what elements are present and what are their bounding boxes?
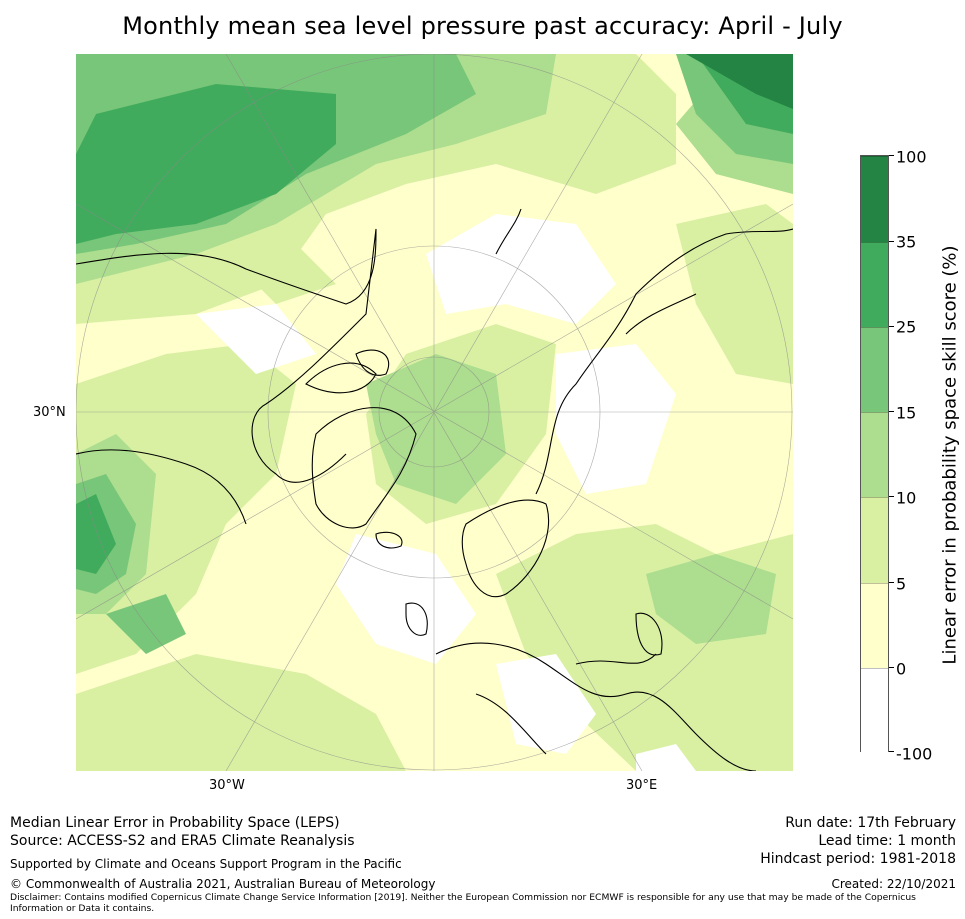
colorbar-tick: 35	[896, 232, 917, 252]
colorbar-bin-25-35	[861, 242, 888, 327]
tick-mark	[889, 241, 894, 242]
copyright-text: © Commonwealth of Australia 2021, Austra…	[10, 877, 436, 891]
colorbar-bin-15-25	[861, 327, 888, 412]
colorbar-tick: -100	[896, 744, 933, 764]
tick-mark	[889, 582, 894, 583]
colorbar-tick: 25	[896, 317, 917, 337]
field-35-100	[686, 54, 793, 109]
field-below-0	[196, 214, 696, 771]
colorbar-bin-below-0	[861, 668, 888, 753]
chart-title: Monthly mean sea level pressure past acc…	[122, 12, 843, 40]
map-canvas	[76, 54, 793, 771]
colorbar-bin-35-100	[861, 156, 888, 242]
tick-mark	[889, 411, 894, 412]
tick-mark	[889, 496, 894, 497]
hindcast-text: Hindcast period: 1981-2018	[760, 851, 956, 867]
colorbar-tick: 0	[896, 659, 907, 679]
colorbar-tick: 15	[896, 403, 917, 423]
footer-right: Run date: 17th February Lead time: 1 mon…	[760, 814, 956, 868]
created-text: Created: 22/10/2021	[831, 877, 956, 891]
lon-30w-label: 30°W	[209, 778, 245, 793]
lon-30e-label: 30°E	[626, 778, 658, 793]
footer-left: Median Linear Error in Probability Space…	[10, 814, 355, 850]
tick-mark	[889, 667, 894, 668]
method-text: Median Linear Error in Probability Space…	[10, 815, 340, 831]
colorbar-bin-10-15	[861, 412, 888, 497]
supported-text: Supported by Climate and Oceans Support …	[10, 857, 402, 871]
colorbar-bin-0-5	[861, 583, 888, 668]
coastlines	[76, 208, 793, 771]
run-date-text: Run date: 17th February	[785, 815, 956, 831]
tick-mark	[889, 155, 894, 156]
colorbar	[860, 155, 889, 753]
lat-30n-label: 30°N	[33, 405, 66, 420]
disclaimer-text: Disclaimer: Contains modified Copernicus…	[10, 892, 916, 914]
polar-map	[76, 54, 793, 771]
colorbar-tick: 5	[896, 574, 907, 594]
lead-time-text: Lead time: 1 month	[818, 833, 956, 849]
tick-mark	[889, 326, 894, 327]
colorbar-bin-5-10	[861, 497, 888, 583]
source-text: Source: ACCESS-S2 and ERA5 Climate Reana…	[10, 833, 355, 849]
colorbar-tick: 10	[896, 488, 917, 508]
colorbar-tick: 100	[896, 147, 927, 167]
tick-mark	[889, 751, 894, 752]
graticule	[76, 54, 793, 771]
colorbar-title: Linear error in probability space skill …	[939, 245, 961, 665]
